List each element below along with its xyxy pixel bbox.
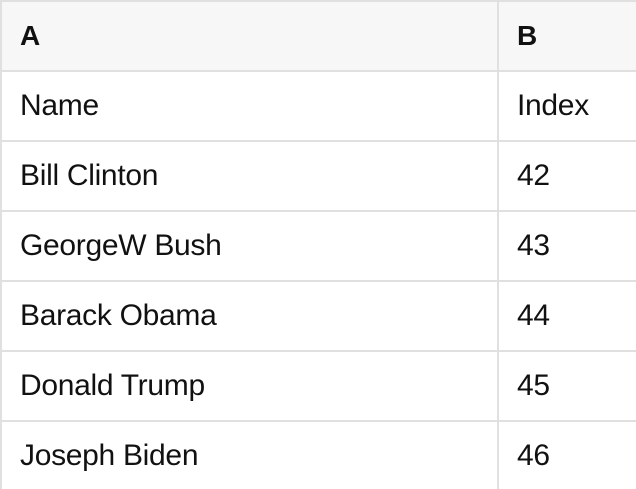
cell-b2[interactable]: 42 xyxy=(499,142,636,212)
cell-a5[interactable]: Donald Trump xyxy=(2,352,499,422)
table-row: Name Index xyxy=(2,72,636,142)
cell-b1[interactable]: Index xyxy=(499,72,636,142)
cell-a6[interactable]: Joseph Biden xyxy=(2,422,499,489)
cell-a2[interactable]: Bill Clinton xyxy=(2,142,499,212)
table-row: Bill Clinton 42 xyxy=(2,142,636,212)
table-row: Barack Obama 44 xyxy=(2,282,636,352)
cell-a4[interactable]: Barack Obama xyxy=(2,282,499,352)
cell-b6[interactable]: 46 xyxy=(499,422,636,489)
header-row: A B xyxy=(2,2,636,72)
cell-b4[interactable]: 44 xyxy=(499,282,636,352)
column-header-b[interactable]: B xyxy=(499,2,636,72)
table-row: Joseph Biden 46 xyxy=(2,422,636,489)
cell-b5[interactable]: 45 xyxy=(499,352,636,422)
table-row: Donald Trump 45 xyxy=(2,352,636,422)
cell-a1[interactable]: Name xyxy=(2,72,499,142)
cell-a3[interactable]: GeorgeW Bush xyxy=(2,212,499,282)
table-row: GeorgeW Bush 43 xyxy=(2,212,636,282)
cell-b3[interactable]: 43 xyxy=(499,212,636,282)
column-header-a[interactable]: A xyxy=(2,2,499,72)
